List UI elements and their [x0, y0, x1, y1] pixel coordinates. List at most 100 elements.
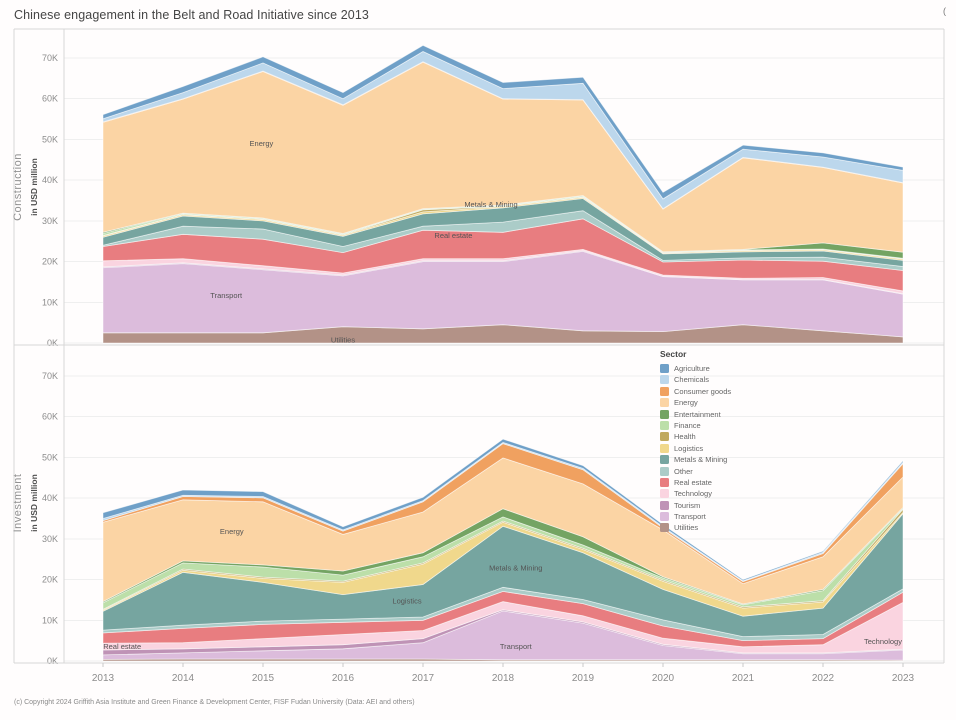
x-year-label: 2015 [252, 673, 275, 684]
legend-item-energy[interactable]: Energy [660, 398, 772, 408]
legend-item-label: Transport [674, 512, 706, 522]
investment-annotation-label: Real estate [103, 642, 141, 651]
legend-title: Sector [660, 349, 687, 359]
legend-item-transport[interactable]: Transport [660, 512, 772, 522]
x-year-label: 2018 [492, 673, 515, 684]
legend-swatch-health [660, 432, 669, 442]
construction-annotation-label: Real estate [434, 231, 472, 240]
legend-swatch-other [660, 466, 669, 476]
investment-y-tick-label: 10K [42, 615, 58, 625]
legend-swatch-metals-mining [660, 455, 669, 465]
legend-item-label: Chemicals [674, 375, 710, 385]
x-year-label: 2017 [412, 673, 435, 684]
legend-item-label: Other [674, 466, 693, 476]
legend-item-chemicals[interactable]: Chemicals [660, 375, 772, 385]
legend-item-utilities[interactable]: Utilities [660, 523, 772, 533]
legend-swatch-agriculture [660, 364, 669, 373]
investment-y-tick-label: 30K [42, 534, 58, 544]
copyright-footer: (c) Copyright 2024 Griffith Asia Institu… [14, 699, 415, 706]
legend-item-label: Technology [674, 489, 712, 499]
construction-annotation-label: Utilities [331, 336, 355, 345]
clipped-corner-text: ( [943, 6, 946, 16]
x-year-label: 2021 [732, 673, 755, 684]
legend-item-real-estate[interactable]: Real estate [660, 477, 772, 487]
legend-item-label: Agriculture [674, 364, 710, 373]
legend-item-other[interactable]: Other [660, 466, 772, 476]
investment-y-tick-label: 60K [42, 412, 58, 422]
x-year-label: 2016 [332, 673, 355, 684]
legend: Sector Agriculture Chemicals Consumer good… [660, 349, 772, 535]
legend-item-label: Real estate [674, 477, 712, 487]
construction-axis-title: Construction [12, 153, 24, 221]
legend-item-agriculture[interactable]: Agriculture [660, 364, 772, 373]
construction-y-tick-label: 0K [47, 338, 58, 348]
legend-item-consumer-goods[interactable]: Consumer goods [660, 386, 772, 396]
construction-axis-subtitle: in USD million [29, 158, 39, 216]
legend-item-label: Utilities [674, 523, 699, 533]
page-title: Chinese engagement in the Belt and Road … [14, 8, 369, 22]
legend-item-health[interactable]: Health [660, 432, 772, 442]
legend-item-tourism[interactable]: Tourism [660, 500, 772, 510]
legend-swatch-tourism [660, 500, 669, 510]
construction-y-tick-label: 60K [42, 94, 58, 104]
legend-swatch-energy [660, 398, 669, 408]
investment-y-tick-label: 20K [42, 575, 58, 585]
legend-swatch-consumer-goods [660, 386, 669, 396]
construction-y-tick-label: 50K [42, 134, 58, 144]
investment-annotation-label: Energy [220, 527, 244, 536]
construction-panel: 0K 10K 20K 30K 40K 50K 60K 70K Energy Metals & Mi… [42, 44, 944, 348]
legend-swatch-technology [660, 489, 669, 499]
legend-swatch-utilities [660, 523, 669, 533]
construction-y-tick-label: 20K [42, 257, 58, 267]
x-year-label: 2022 [812, 673, 835, 684]
legend-item-label: Metals & Mining [674, 455, 728, 465]
legend-swatch-entertainment [660, 409, 669, 419]
construction-annotation-label: Metals & Mining [464, 200, 517, 209]
legend-items: Agriculture Chemicals Consumer goods Energy… [660, 364, 772, 533]
legend-swatch-transport [660, 512, 669, 522]
x-year-label: 2023 [892, 673, 915, 684]
investment-y-tick-label: 0K [47, 656, 58, 666]
legend-item-technology[interactable]: Technology [660, 489, 772, 499]
investment-panel: 0K 10K 20K 30K 40K 50K 60K 70K Energy Metals & Mi… [42, 371, 944, 666]
legend-item-logistics[interactable]: Logistics [660, 443, 772, 453]
legend-item-metals-mining[interactable]: Metals & Mining [660, 455, 772, 465]
construction-y-tick-label: 40K [42, 175, 58, 185]
legend-swatch-real-estate [660, 477, 669, 487]
x-year-label: 2020 [652, 673, 675, 684]
investment-y-tick-label: 50K [42, 452, 58, 462]
investment-axis-subtitle: in USD million [29, 474, 39, 532]
investment-annotation-label: Logistics [392, 596, 421, 605]
legend-swatch-logistics [660, 443, 669, 453]
legend-item-label: Entertainment [674, 409, 721, 419]
legend-item-label: Energy [674, 398, 698, 408]
pane-borders [13, 28, 945, 664]
legend-item-label: Health [674, 432, 696, 442]
construction-annotation-label: Transport [210, 291, 243, 300]
legend-item-label: Consumer goods [674, 386, 732, 396]
legend-item-entertainment[interactable]: Entertainment [660, 409, 772, 419]
investment-y-tick-label: 70K [42, 371, 58, 381]
investment-annotation-label: Technology [864, 637, 902, 646]
legend-item-label: Finance [674, 420, 701, 430]
x-year-label: 2019 [572, 673, 595, 684]
legend-item-label: Tourism [674, 500, 701, 510]
construction-area-agriculture[interactable] [102, 44, 904, 200]
legend-item-label: Logistics [674, 443, 704, 453]
legend-item-finance[interactable]: Finance [660, 420, 772, 430]
investment-axis-title: Investment [12, 473, 24, 533]
investment-annotation-label: Metals & Mining [489, 563, 542, 572]
legend-swatch-chemicals [660, 375, 669, 385]
construction-y-tick-label: 70K [42, 53, 58, 63]
construction-annotation-label: Energy [250, 139, 274, 148]
investment-annotation-label: Transport [500, 642, 533, 651]
investment-area-agriculture[interactable] [102, 438, 904, 582]
x-year-label: 2013 [92, 673, 115, 684]
x-axis: 2013 2014 2015 2016 2017 2018 2019 2020 2021 2022… [92, 663, 915, 684]
x-year-label: 2014 [172, 673, 195, 684]
construction-y-tick-label: 10K [42, 297, 58, 307]
legend-swatch-finance [660, 420, 669, 430]
investment-y-tick-label: 40K [42, 493, 58, 503]
